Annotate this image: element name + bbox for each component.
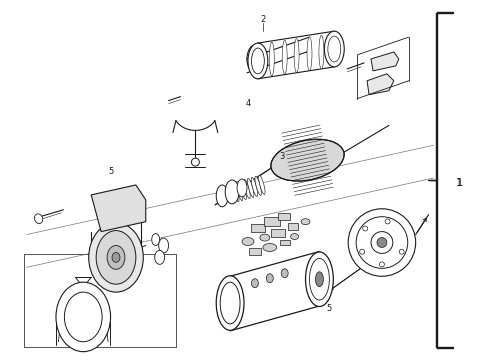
Ellipse shape [328, 36, 341, 62]
Ellipse shape [291, 234, 298, 239]
Polygon shape [371, 52, 399, 71]
Ellipse shape [263, 243, 277, 251]
Ellipse shape [307, 37, 312, 71]
Ellipse shape [356, 217, 408, 268]
Ellipse shape [294, 39, 299, 72]
Ellipse shape [229, 184, 235, 203]
Ellipse shape [89, 223, 143, 292]
Ellipse shape [399, 249, 404, 254]
Ellipse shape [155, 251, 165, 264]
Ellipse shape [216, 276, 244, 330]
Text: 4: 4 [246, 99, 251, 108]
Ellipse shape [237, 179, 247, 197]
Text: 2: 2 [260, 15, 266, 24]
Ellipse shape [281, 269, 288, 278]
Ellipse shape [240, 180, 246, 199]
Ellipse shape [379, 262, 385, 267]
Ellipse shape [233, 183, 239, 202]
Ellipse shape [112, 252, 120, 262]
Ellipse shape [260, 234, 270, 241]
Ellipse shape [152, 234, 160, 246]
Ellipse shape [248, 43, 268, 79]
Ellipse shape [251, 279, 258, 288]
Ellipse shape [282, 40, 287, 74]
Ellipse shape [192, 158, 199, 166]
Text: 1: 1 [456, 178, 463, 188]
Bar [288, 223, 297, 230]
Text: 5: 5 [327, 305, 332, 314]
Ellipse shape [251, 48, 264, 74]
Ellipse shape [255, 176, 261, 195]
Bar [251, 224, 265, 231]
Ellipse shape [348, 209, 416, 276]
Ellipse shape [96, 231, 136, 284]
Polygon shape [367, 74, 394, 95]
Ellipse shape [316, 272, 323, 287]
Text: 3: 3 [279, 152, 284, 161]
Text: 5: 5 [109, 167, 114, 176]
Ellipse shape [159, 238, 169, 253]
Ellipse shape [64, 292, 102, 342]
Polygon shape [91, 185, 146, 231]
Ellipse shape [220, 282, 240, 324]
Bar [278, 213, 290, 220]
Ellipse shape [301, 219, 310, 225]
Ellipse shape [56, 282, 111, 352]
Ellipse shape [216, 185, 228, 207]
Bar [264, 217, 280, 226]
Bar [271, 229, 285, 237]
Text: 1: 1 [457, 178, 464, 188]
Ellipse shape [250, 49, 260, 69]
Bar [249, 248, 261, 255]
Ellipse shape [377, 238, 387, 247]
Ellipse shape [244, 179, 250, 199]
Ellipse shape [324, 31, 344, 67]
Ellipse shape [319, 35, 324, 69]
Ellipse shape [271, 139, 344, 181]
Ellipse shape [371, 231, 393, 253]
Bar [280, 239, 290, 246]
Ellipse shape [247, 178, 254, 198]
Ellipse shape [225, 180, 239, 204]
Ellipse shape [34, 214, 43, 224]
Ellipse shape [247, 45, 263, 73]
Ellipse shape [236, 181, 243, 201]
Ellipse shape [242, 238, 254, 246]
Ellipse shape [267, 274, 273, 283]
Ellipse shape [363, 226, 368, 231]
Ellipse shape [259, 175, 265, 194]
Ellipse shape [306, 252, 333, 306]
Ellipse shape [360, 249, 365, 254]
Ellipse shape [251, 177, 258, 197]
Ellipse shape [270, 42, 274, 76]
Ellipse shape [310, 258, 329, 300]
Ellipse shape [107, 246, 125, 269]
Ellipse shape [385, 219, 390, 224]
